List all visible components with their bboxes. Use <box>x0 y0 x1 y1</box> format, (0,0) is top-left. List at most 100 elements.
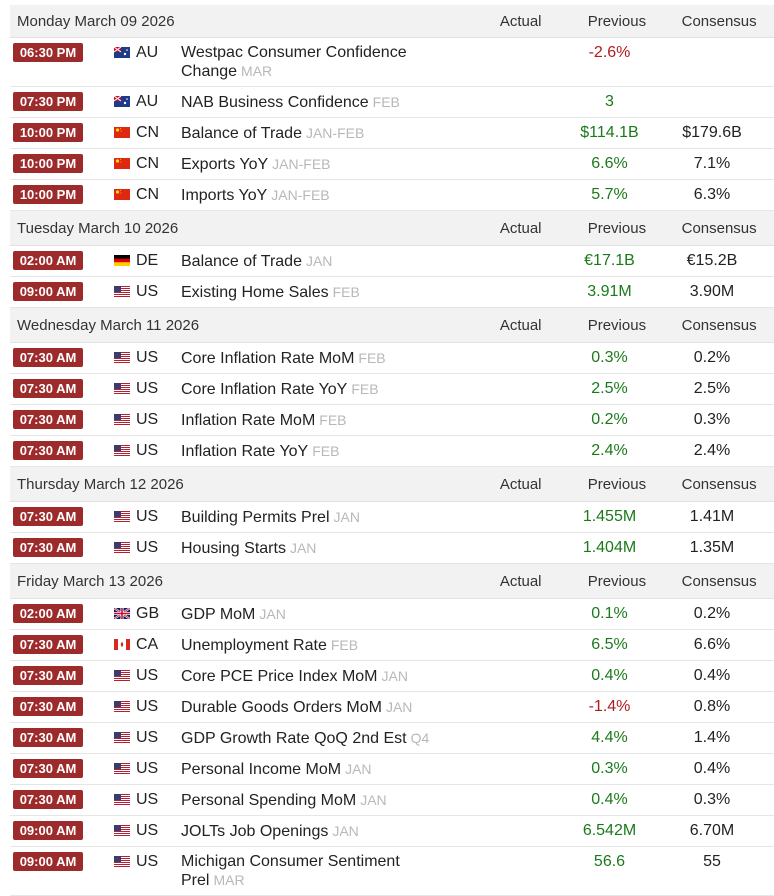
country: US <box>136 442 159 459</box>
time-badge: 07:30 AM <box>13 538 83 557</box>
event-name: Inflation Rate YoY FEB <box>181 442 464 461</box>
column-header: Actual <box>499 572 542 590</box>
previous: 0.3% <box>591 760 628 777</box>
previous: 1.404M <box>582 539 637 556</box>
period: JAN <box>360 792 387 808</box>
event-title: GDP MoM <box>181 606 256 623</box>
previous: 5.7% <box>591 186 628 203</box>
consensus: 0.3% <box>693 791 731 808</box>
previous: $114.1B <box>580 124 639 141</box>
flag <box>114 47 130 58</box>
event-title: Balance of Trade <box>181 125 302 142</box>
consensus: €15.2B <box>686 252 738 269</box>
event-row: 07:30 PM AU NAB Business Confidence FEB 3 <box>10 87 774 118</box>
country: US <box>136 380 159 397</box>
event-row: 07:30 AM US Core Inflation Rate YoY FEB 2.5%… <box>10 374 774 405</box>
country: CA <box>136 636 159 653</box>
period: JAN <box>289 540 317 556</box>
time-badge: 02:00 AM <box>13 251 83 270</box>
flag <box>114 286 130 297</box>
consensus: 6.3% <box>693 186 731 203</box>
period: JAN <box>345 761 372 777</box>
period: FEB <box>351 381 379 397</box>
flag <box>114 511 130 522</box>
flag <box>114 445 130 456</box>
time-badge: 07:30 AM <box>13 348 83 367</box>
column-header: Consensus <box>681 316 757 334</box>
period: MAR <box>213 872 245 888</box>
event-row: 10:00 PM CN Balance of Trade JAN-FEB $114.1B… <box>10 118 774 149</box>
consensus: 6.70M <box>689 822 735 839</box>
event-name: Balance of Trade JAN <box>181 252 464 271</box>
flag <box>114 352 130 363</box>
event-row: 07:30 AM US Core Inflation Rate MoM FEB 0.3%… <box>10 343 774 374</box>
time-badge: 07:30 AM <box>13 666 83 685</box>
period: JAN <box>333 509 360 525</box>
event-name: Unemployment Rate FEB <box>181 636 464 655</box>
event-row: 07:30 AM US Housing Starts JAN 1.404M 1.35M <box>10 533 774 564</box>
country: CN <box>136 155 160 172</box>
event-name: Core Inflation Rate MoM FEB <box>181 349 464 368</box>
time-badge: 07:30 AM <box>13 697 83 716</box>
period: FEB <box>330 637 359 653</box>
event-row: 07:30 AM US GDP Growth Rate QoQ 2nd Est Q4 4… <box>10 723 774 754</box>
day-header: Monday March 09 2026 Actual Previous Consen… <box>10 5 774 38</box>
column-header: Previous <box>587 572 647 590</box>
country: DE <box>136 252 159 269</box>
previous: 4.4% <box>591 729 628 746</box>
consensus: 0.4% <box>693 667 731 684</box>
country: US <box>136 760 159 777</box>
column-header: Consensus <box>681 12 757 30</box>
period: JAN-FEB <box>305 125 365 141</box>
country: US <box>136 411 159 428</box>
previous: 3.91M <box>587 283 632 300</box>
flag <box>114 670 130 681</box>
flag <box>114 96 130 107</box>
consensus: 0.3% <box>693 411 731 428</box>
event-name: Core PCE Price Index MoM JAN <box>181 667 464 686</box>
event-row: 07:30 AM US Inflation Rate YoY FEB 2.4% 2.4% <box>10 436 774 467</box>
period: FEB <box>358 350 386 366</box>
event-row: 07:30 AM CA Unemployment Rate FEB 6.5% 6.6% <box>10 630 774 661</box>
event-title: Michigan Consumer Sentiment Prel <box>181 853 400 889</box>
period: FEB <box>319 412 347 428</box>
time-badge: 07:30 AM <box>13 507 83 526</box>
event-row: 06:30 PM AU Westpac Consumer Confidence Ch… <box>10 38 774 87</box>
country: US <box>136 698 159 715</box>
event-title: Building Permits Prel <box>181 509 330 526</box>
country: US <box>136 539 159 556</box>
flag <box>114 383 130 394</box>
time-badge: 07:30 AM <box>13 379 83 398</box>
event-title: GDP Growth Rate QoQ 2nd Est <box>181 730 407 747</box>
column-header: Actual <box>499 316 542 334</box>
time-badge: 10:00 PM <box>13 123 83 142</box>
previous: 2.5% <box>591 380 628 397</box>
event-row: 10:00 PM CN Exports YoY JAN-FEB 6.6% 7.1% <box>10 149 774 180</box>
event-row: 07:30 AM US Inflation Rate MoM FEB 0.2% 0.3% <box>10 405 774 436</box>
previous: 0.2% <box>591 411 628 428</box>
event-title: Personal Income MoM <box>181 761 342 778</box>
country: CN <box>136 124 160 141</box>
previous: 56.6 <box>593 853 626 870</box>
country: US <box>136 508 159 525</box>
period: FEB <box>312 443 340 459</box>
date: Wednesday March 11 2026 <box>17 316 200 334</box>
consensus: 0.2% <box>693 349 731 366</box>
event-name: Personal Spending MoM JAN <box>181 791 464 810</box>
date: Thursday March 12 2026 <box>17 475 184 493</box>
previous: 6.5% <box>591 636 628 653</box>
flag <box>114 608 130 619</box>
date: Tuesday March 10 2026 <box>17 219 179 237</box>
event-name: JOLTs Job Openings JAN <box>181 822 464 841</box>
day-header: Thursday March 12 2026 Actual Previous Cons… <box>10 467 774 502</box>
country: US <box>136 822 159 839</box>
previous: €17.1B <box>584 252 635 269</box>
column-header: Actual <box>499 219 542 237</box>
event-name: Building Permits Prel JAN <box>181 508 464 527</box>
time-badge: 07:30 AM <box>13 759 83 778</box>
previous: 6.542M <box>582 822 637 839</box>
event-row: 09:00 AM US JOLTs Job Openings JAN 6.542M 6.7… <box>10 816 774 847</box>
consensus: 6.6% <box>693 636 731 653</box>
country: US <box>136 349 159 366</box>
